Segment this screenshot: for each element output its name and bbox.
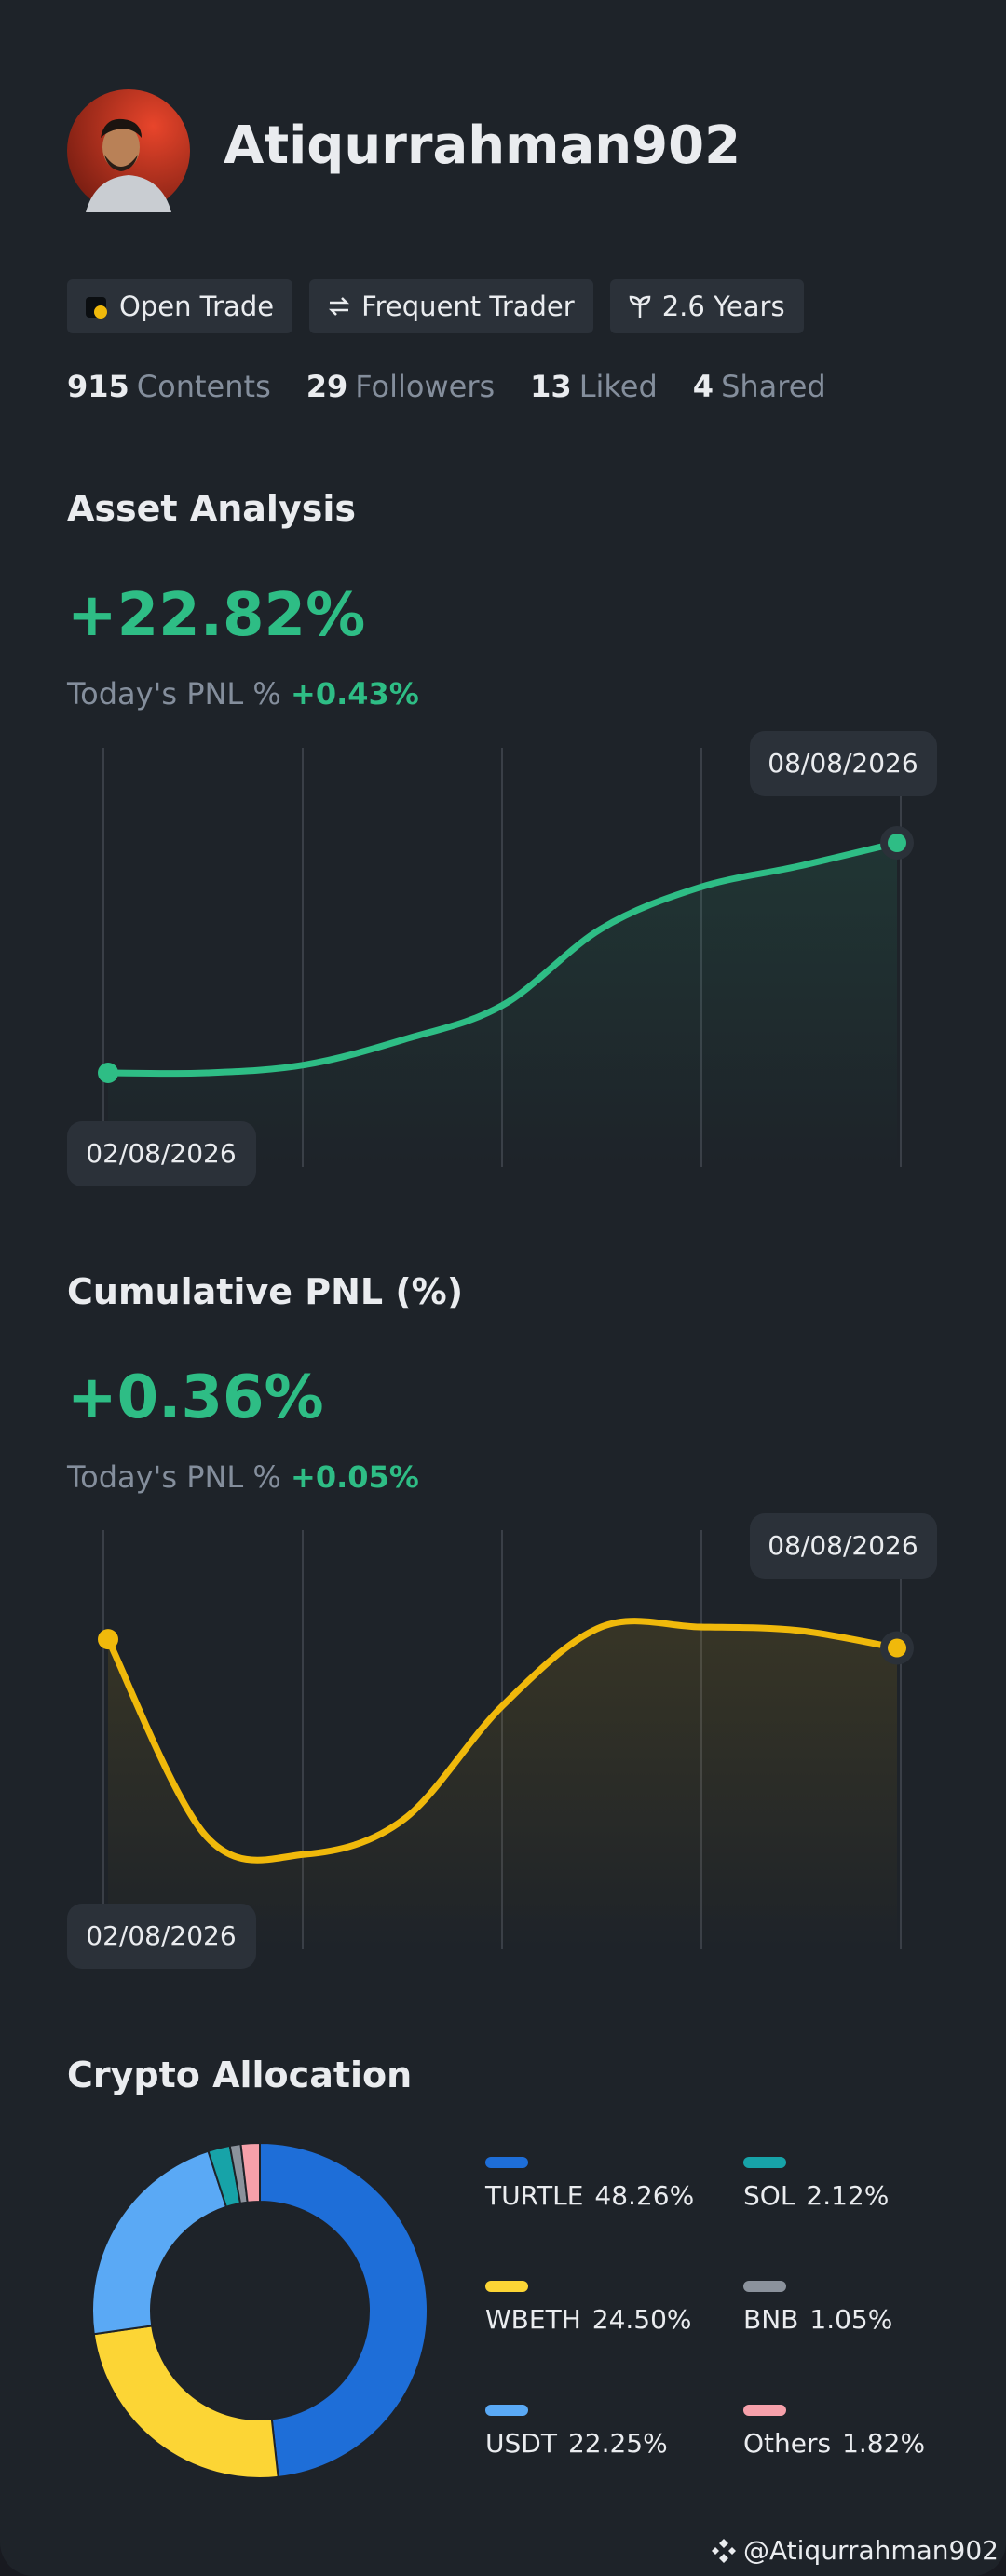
legend-entry: SOL 2.12% — [743, 2180, 889, 2211]
area — [108, 843, 897, 1167]
stat-value: 13 — [530, 369, 572, 404]
legend-value: 48.26% — [594, 2180, 694, 2211]
end-dot — [888, 834, 906, 852]
date-bubble — [750, 731, 937, 796]
legend-value: 24.50% — [592, 2304, 692, 2335]
pnl-chart: 08/08/2026 02/08/2026 — [67, 1513, 937, 1969]
username: Atiqurrahman902 — [224, 115, 741, 176]
start-dot — [98, 1063, 118, 1083]
legend-name: SOL — [743, 2180, 795, 2211]
legend-entry: TURTLE 48.26% — [484, 2180, 694, 2211]
stat: 915 Contents — [67, 369, 271, 404]
legend-swatch — [743, 2405, 786, 2416]
section-title: Cumulative PNL (%) — [67, 1271, 464, 1312]
stat-label: Liked — [578, 369, 658, 404]
today-pnl: Today's PNL % +0.05% — [67, 1459, 419, 1495]
stat-label: Shared — [721, 369, 826, 404]
legend-name: WBETH — [485, 2304, 581, 2335]
stat: 4 Shared — [693, 369, 826, 404]
legend-value: 1.05% — [809, 2304, 892, 2335]
badge-label: 2.6 Years — [661, 291, 785, 322]
stat-label: Followers — [355, 369, 496, 404]
stat-value: 915 — [67, 369, 129, 404]
donut-slice — [91, 2149, 228, 2336]
legend-name: Others — [743, 2428, 831, 2459]
allocation: TURTLE 48.26% WBETH 24.50% USDT 22.25% SOL 2.12… — [91, 2141, 925, 2479]
line — [104, 1618, 901, 1864]
legend-name: TURTLE — [484, 2180, 583, 2211]
end-date: 08/08/2026 — [768, 1530, 918, 1561]
today-value: +0.05% — [291, 1459, 419, 1495]
end-dot — [888, 1638, 906, 1658]
end-date: 08/08/2026 — [768, 748, 918, 779]
area — [108, 1620, 897, 1949]
legend-swatch — [743, 2281, 786, 2292]
donut-slice — [92, 2325, 279, 2479]
section-title: Asset Analysis — [67, 488, 356, 529]
stat-value: 29 — [306, 369, 348, 404]
badges: Open Trade Frequent Trader 2.6 Years — [67, 279, 804, 333]
asset-chart: 08/08/2026 02/08/2026 — [67, 731, 937, 1186]
legend-entry: USDT 22.25% — [485, 2428, 668, 2459]
donut-slice — [259, 2141, 428, 2479]
legend-value: 2.12% — [806, 2180, 889, 2211]
legend-swatch — [743, 2157, 786, 2168]
stats: 915 Contents 29 Followers 13 Liked 4 Shared — [67, 369, 826, 404]
headline-value: +0.36% — [67, 1363, 324, 1432]
line — [104, 839, 901, 1078]
badge-icon — [329, 297, 350, 316]
today-pnl: Today's PNL % +0.43% — [67, 676, 419, 712]
date-bubble — [750, 1513, 937, 1579]
start-date: 02/08/2026 — [86, 1138, 236, 1169]
headline-value: +22.82% — [67, 581, 366, 650]
stat-label: Contents — [136, 369, 271, 404]
legend-swatch — [485, 2157, 528, 2168]
badge: Frequent Trader — [309, 279, 593, 333]
date-bubble — [67, 1904, 256, 1969]
section-title: Crypto Allocation — [67, 2054, 413, 2095]
legend-value: 1.82% — [842, 2428, 925, 2459]
legend-entry: Others 1.82% — [743, 2428, 925, 2459]
today-label: Today's PNL % — [67, 1459, 281, 1495]
donut-slice — [239, 2141, 261, 2203]
stat: 29 Followers — [306, 369, 495, 404]
badge: Open Trade — [67, 279, 293, 333]
legend-name: BNB — [743, 2304, 798, 2335]
badge-label: Frequent Trader — [361, 291, 575, 322]
legend-value: 22.25% — [568, 2428, 668, 2459]
start-dot — [98, 1629, 118, 1650]
badge-icon — [86, 297, 107, 319]
footer: @Atiqurrahman902 — [710, 2535, 999, 2566]
legend-name: USDT — [485, 2428, 558, 2459]
badge-label: Open Trade — [119, 291, 275, 322]
stat-value: 4 — [692, 369, 714, 404]
stat: 13 Liked — [530, 369, 658, 404]
today-label: Today's PNL % — [67, 676, 281, 712]
legend-swatch — [485, 2405, 528, 2416]
legend-swatch — [485, 2281, 528, 2292]
badge: 2.6 Years — [609, 279, 804, 333]
legend-entry: BNB 1.05% — [743, 2304, 892, 2335]
legend-entry: WBETH 24.50% — [485, 2304, 692, 2335]
footer-handle: @Atiqurrahman902 — [743, 2535, 999, 2566]
today-value: +0.43% — [291, 676, 419, 712]
logo — [712, 2538, 736, 2563]
badge-icon — [629, 295, 650, 318]
avatar[interactable] — [67, 89, 190, 212]
date-bubble — [67, 1121, 256, 1186]
start-date: 02/08/2026 — [86, 1920, 236, 1951]
